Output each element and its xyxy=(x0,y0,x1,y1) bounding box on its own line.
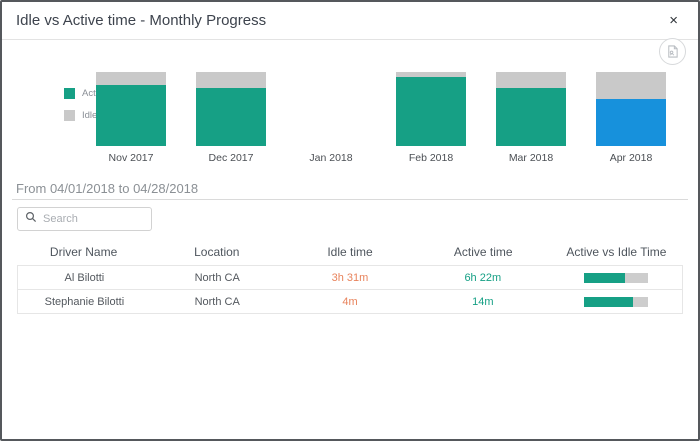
active-segment xyxy=(496,87,566,146)
column-header: Idle time xyxy=(327,245,373,259)
active-vs-idle-progress-bar xyxy=(583,272,648,283)
search-input[interactable] xyxy=(43,213,144,225)
bar-category-label: Feb 2018 xyxy=(408,152,454,164)
dialog-title: Idle vs Active time - Monthly Progress xyxy=(16,12,267,29)
table-row[interactable]: Stephanie Bilotti North CA 4m 14m xyxy=(17,289,683,314)
bar-category-label: Apr 2018 xyxy=(609,152,653,164)
bar-chart-plot-area: Nov 2017 Dec 2017 Jan 2018 Feb 2018 Mar 2018… xyxy=(96,72,666,170)
progress-fill xyxy=(583,296,634,307)
column-header: Active vs Idle Time xyxy=(566,245,667,259)
active-vs-idle-progress-bar xyxy=(583,296,648,307)
active-segment xyxy=(396,77,466,146)
table-header-row: Driver Name Location Idle time Active time A… xyxy=(17,241,683,263)
column-header: Driver Name xyxy=(49,245,118,259)
table-row[interactable]: Al Bilotti North CA 3h 31m 6h 22m xyxy=(17,265,683,290)
bar-category-label: Dec 2017 xyxy=(208,152,254,164)
search-icon xyxy=(25,210,37,228)
progress-fill xyxy=(583,272,625,283)
active-segment xyxy=(96,85,166,146)
bar-category-label: Mar 2018 xyxy=(508,152,554,164)
stacked-bar[interactable] xyxy=(296,72,366,146)
active-segment xyxy=(196,88,266,146)
idle-time-cell: 4m xyxy=(342,295,358,308)
idle-segment xyxy=(496,72,566,88)
active-vs-idle-cell xyxy=(549,272,682,284)
section-divider xyxy=(12,199,688,200)
drivers-table: Driver Name Location Idle time Active time A… xyxy=(17,241,683,314)
table-body: Al Bilotti North CA 3h 31m 6h 22m Stephanie … xyxy=(17,265,683,314)
driver-name-cell: Al Bilotti xyxy=(64,271,105,284)
idle-segment xyxy=(396,72,466,78)
date-range-label: From 04/01/2018 to 04/28/2018 xyxy=(16,181,199,196)
stacked-bar[interactable] xyxy=(96,72,166,146)
active-vs-idle-cell xyxy=(549,296,682,308)
stacked-bar[interactable] xyxy=(596,72,666,146)
bar-group[interactable]: Nov 2017 xyxy=(96,72,166,170)
bar-group[interactable]: Dec 2017 xyxy=(196,72,266,170)
column-header: Location xyxy=(194,245,240,259)
bar-group[interactable]: Jan 2018 xyxy=(296,72,366,170)
bar-group[interactable]: Apr 2018 xyxy=(596,72,666,170)
search-box xyxy=(17,207,152,231)
idle-time-swatch xyxy=(64,110,75,121)
active-time-swatch xyxy=(64,88,75,99)
column-header: Active time xyxy=(453,245,513,259)
location-cell: North CA xyxy=(194,271,240,284)
export-report-icon xyxy=(666,45,679,58)
bar-category-label: Jan 2018 xyxy=(309,152,353,164)
active-segment xyxy=(596,99,666,146)
idle-segment xyxy=(596,72,666,100)
idle-segment xyxy=(96,72,166,86)
driver-name-cell: Stephanie Bilotti xyxy=(44,295,125,308)
close-icon[interactable]: × xyxy=(665,9,682,32)
stacked-bar[interactable] xyxy=(396,72,466,146)
dialog-header: Idle vs Active time - Monthly Progress × xyxy=(2,2,698,40)
active-time-cell: 14m xyxy=(472,295,494,308)
idle-time-cell: 3h 31m xyxy=(331,271,369,284)
active-time-cell: 6h 22m xyxy=(464,271,502,284)
bar-group[interactable]: Feb 2018 xyxy=(396,72,466,170)
idle-segment xyxy=(196,72,266,89)
export-report-button[interactable] xyxy=(659,38,686,65)
stacked-bar[interactable] xyxy=(496,72,566,146)
location-cell: North CA xyxy=(194,295,240,308)
bar-group[interactable]: Mar 2018 xyxy=(496,72,566,170)
stacked-bar[interactable] xyxy=(196,72,266,146)
bar-category-label: Nov 2017 xyxy=(108,152,154,164)
